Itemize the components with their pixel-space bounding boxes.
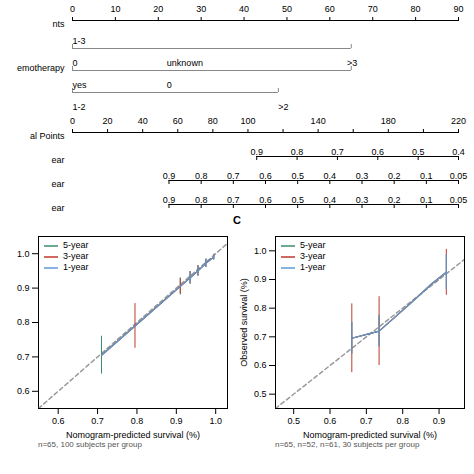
svg-text:0.4: 0.4 [324, 171, 337, 181]
svg-text:180: 180 [381, 116, 396, 126]
svg-text:30: 30 [196, 4, 206, 14]
svg-text:220: 220 [451, 116, 466, 126]
svg-text:>2: >2 [278, 102, 288, 112]
html-text:5-year: 5-year [63, 240, 89, 250]
svg-text:ear: ear [51, 179, 64, 189]
svg-text:0.6: 0.6 [372, 147, 385, 157]
svg-text:0.8: 0.8 [291, 147, 304, 157]
svg-text:0.2: 0.2 [388, 195, 401, 205]
svg-text:40: 40 [239, 4, 249, 14]
svg-text:0.8: 0.8 [17, 317, 30, 327]
svg-text:1-3: 1-3 [73, 36, 86, 46]
svg-text:60: 60 [173, 116, 183, 126]
svg-text:Nomogram-predicted survival (%: Nomogram-predicted survival (%) [66, 430, 200, 440]
svg-text:ear: ear [51, 155, 64, 165]
svg-text:0.5: 0.5 [254, 389, 267, 399]
svg-text:Nomogram-predicted survival (%: Nomogram-predicted survival (%) [303, 430, 437, 440]
svg-text:0.7: 0.7 [91, 416, 104, 426]
svg-text:1.0: 1.0 [209, 416, 222, 426]
svg-text:0.1: 0.1 [420, 171, 433, 181]
svg-text:80: 80 [411, 4, 421, 14]
svg-text:0.9: 0.9 [163, 195, 176, 205]
svg-text:0.9: 0.9 [250, 147, 263, 157]
svg-text:1.0: 1.0 [254, 246, 267, 256]
svg-text:0.9: 0.9 [163, 171, 176, 181]
svg-text:0.4: 0.4 [452, 147, 465, 157]
svg-text:0: 0 [73, 58, 78, 68]
svg-text:ear: ear [51, 203, 64, 213]
svg-text:0.3: 0.3 [356, 195, 369, 205]
html-text:3-year: 3-year [63, 251, 89, 261]
svg-text:0.7: 0.7 [360, 416, 373, 426]
svg-text:0.9: 0.9 [433, 416, 446, 426]
svg-text:20: 20 [153, 4, 163, 14]
svg-text:unknown: unknown [167, 58, 203, 68]
svg-text:0.6: 0.6 [254, 360, 267, 370]
svg-text:0.5: 0.5 [291, 171, 304, 181]
svg-text:0.4: 0.4 [324, 195, 337, 205]
svg-text:0.9: 0.9 [170, 416, 183, 426]
svg-text:0: 0 [70, 116, 75, 126]
html-text:3-year: 3-year [300, 251, 326, 261]
html-text:5-year: 5-year [300, 240, 326, 250]
svg-text:0.6: 0.6 [259, 171, 272, 181]
svg-text:0.7: 0.7 [17, 352, 30, 362]
svg-text:>3: >3 [347, 58, 357, 68]
svg-text:0.6: 0.6 [259, 195, 272, 205]
svg-text:0.8: 0.8 [396, 416, 409, 426]
svg-text:100: 100 [240, 116, 255, 126]
svg-text:0.5: 0.5 [287, 416, 300, 426]
svg-text:0.7: 0.7 [331, 147, 344, 157]
svg-text:0.6: 0.6 [324, 416, 337, 426]
html-text:1-year: 1-year [300, 262, 326, 272]
svg-text:20: 20 [103, 116, 113, 126]
svg-text:50: 50 [282, 4, 292, 14]
svg-text:0.3: 0.3 [356, 171, 369, 181]
svg-text:0.8: 0.8 [195, 195, 208, 205]
html-text:1-year: 1-year [63, 262, 89, 272]
svg-text:0: 0 [70, 4, 75, 14]
svg-text:90: 90 [453, 4, 463, 14]
html-text:n=65, 100 subjects per group: n=65, 100 subjects per group [38, 440, 142, 449]
svg-text:140: 140 [311, 116, 326, 126]
svg-text:40: 40 [138, 116, 148, 126]
svg-text:80: 80 [208, 116, 218, 126]
svg-text:1-2: 1-2 [73, 102, 86, 112]
svg-text:0.5: 0.5 [291, 195, 304, 205]
svg-text:emotherapy: emotherapy [17, 63, 65, 73]
svg-text:60: 60 [325, 4, 335, 14]
html-text:C: C [233, 214, 241, 226]
svg-text:al Points: al Points [30, 131, 65, 141]
svg-text:yes: yes [73, 80, 88, 90]
svg-text:0: 0 [167, 80, 172, 90]
svg-text:0.6: 0.6 [52, 416, 65, 426]
svg-text:0.7: 0.7 [227, 171, 240, 181]
svg-text:0.05: 0.05 [450, 195, 468, 205]
svg-text:0.05: 0.05 [450, 171, 468, 181]
svg-text:0.5: 0.5 [412, 147, 425, 157]
svg-text:0.1: 0.1 [420, 195, 433, 205]
svg-text:0.8: 0.8 [131, 416, 144, 426]
svg-text:0.7: 0.7 [254, 332, 267, 342]
svg-text:70: 70 [368, 4, 378, 14]
svg-text:0.9: 0.9 [254, 274, 267, 284]
svg-text:10: 10 [110, 4, 120, 14]
svg-text:1.0: 1.0 [17, 249, 30, 259]
html-text:n=65, n=52, n=61, 30 subjects: n=65, n=52, n=61, 30 subjects per group [275, 440, 420, 449]
svg-text:0.2: 0.2 [388, 171, 401, 181]
svg-text:0.7: 0.7 [227, 195, 240, 205]
svg-text:Observed survival (%): Observed survival (%) [239, 278, 249, 367]
svg-text:0.6: 0.6 [17, 386, 30, 396]
svg-text:0.8: 0.8 [195, 171, 208, 181]
svg-text:0.9: 0.9 [17, 283, 30, 293]
svg-text:0.8: 0.8 [254, 303, 267, 313]
svg-text:nts: nts [52, 19, 65, 29]
